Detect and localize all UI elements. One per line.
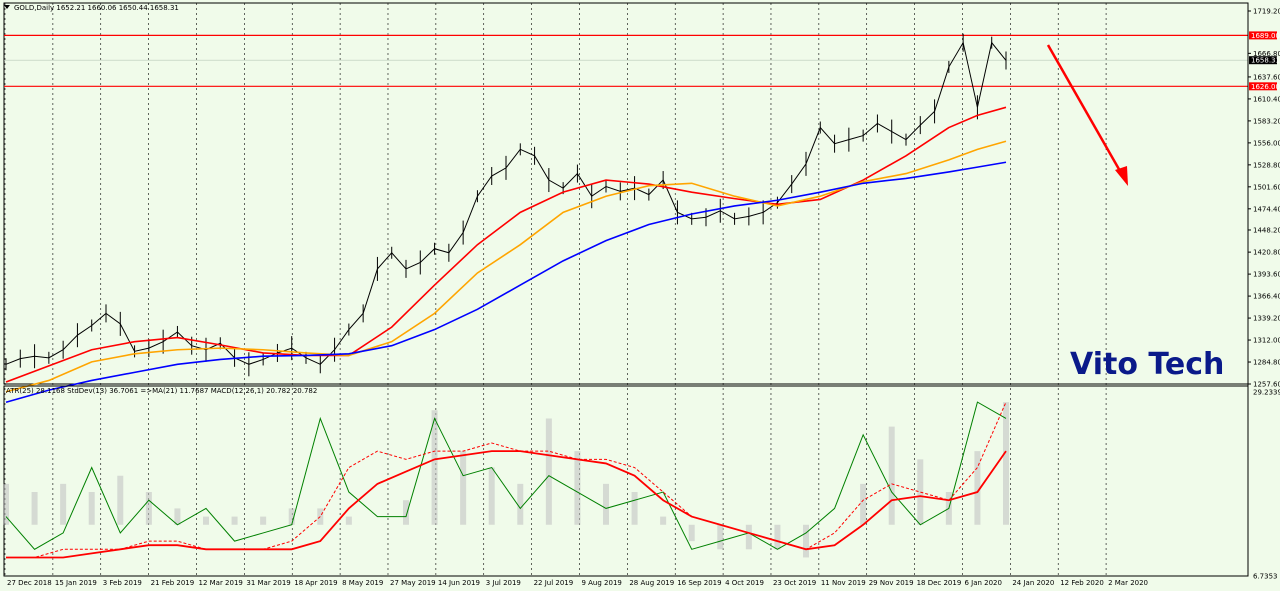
current-price-marker bbox=[1249, 56, 1277, 65]
time-axis-tick-label: 15 Jan 2019 bbox=[55, 579, 97, 587]
time-axis-tick-label: 16 Sep 2019 bbox=[677, 579, 721, 587]
time-axis-tick-label: 18 Dec 2019 bbox=[917, 579, 962, 587]
brand-watermark: Vito Tech bbox=[1070, 347, 1224, 382]
price-axis-tick-label: 1474.40 bbox=[1253, 205, 1280, 213]
time-axis-tick-label: 3 Feb 2019 bbox=[103, 579, 142, 587]
moving-average-line bbox=[5, 106, 1007, 383]
indicator-axis-tick-label: 6.7353 bbox=[1253, 573, 1278, 581]
indicator-line bbox=[6, 401, 1007, 558]
forecast-arrow-shaft bbox=[1046, 44, 1126, 179]
time-axis-tick-label: 4 Oct 2019 bbox=[725, 579, 764, 587]
vertical-gridlines bbox=[4, 3, 1107, 576]
time-axis-tick-label: 27 May 2019 bbox=[390, 579, 436, 587]
price-axis-tick-label: 1420.80 bbox=[1253, 249, 1280, 257]
time-axis-tick-label: 31 Mar 2019 bbox=[246, 579, 290, 587]
price-axis-tick-label: 1583.20 bbox=[1253, 117, 1280, 125]
time-axis-tick-label: 14 Jun 2019 bbox=[438, 579, 480, 587]
forecast-arrow-head bbox=[1115, 166, 1128, 186]
price-axis-tick-label: 1448.20 bbox=[1253, 226, 1280, 234]
time-axis-tick-label: 12 Feb 2020 bbox=[1060, 579, 1104, 587]
price-axis-tick-label: 1339.20 bbox=[1253, 315, 1280, 323]
time-axis-tick-label: 21 Feb 2019 bbox=[151, 579, 195, 587]
time-axis-tick-label: 6 Jan 2020 bbox=[964, 579, 1002, 587]
indicator-title: ATR(25) 28.1168 StdDev(13) 36.7061 =>MA(… bbox=[6, 387, 317, 395]
price-axis-tick-label: 1637.60 bbox=[1253, 73, 1280, 81]
time-axis-tick-label: 22 Jul 2019 bbox=[534, 579, 574, 587]
current-price-label: 1658.31 bbox=[1251, 57, 1280, 65]
indicator-line bbox=[5, 401, 1007, 550]
price-axis-tick-label: 1393.60 bbox=[1253, 271, 1280, 279]
time-axis-tick-label: 2 Mar 2020 bbox=[1108, 579, 1148, 587]
price-level-label: 1689.00 bbox=[1251, 32, 1280, 40]
moving-average-line bbox=[5, 161, 1007, 404]
price-line bbox=[5, 41, 1007, 365]
price-axis-tick-label: 1719.20 bbox=[1253, 8, 1280, 16]
price-axis-tick-label: 1666.80 bbox=[1253, 50, 1280, 58]
indicator-axis-tick-label: 29.2339 bbox=[1253, 389, 1280, 397]
indicator-line bbox=[6, 450, 1007, 559]
time-axis-tick-label: 18 Apr 2019 bbox=[294, 579, 337, 587]
price-axis-tick-label: 1556.00 bbox=[1253, 139, 1280, 147]
indicator-panel bbox=[3, 385, 1249, 577]
time-axis-tick-label: 3 Jul 2019 bbox=[486, 579, 521, 587]
time-axis-tick-label: 23 Oct 2019 bbox=[773, 579, 816, 587]
moving-average-line bbox=[5, 140, 1007, 393]
price-axis-tick-label: 1528.80 bbox=[1253, 161, 1280, 169]
price-level-marker bbox=[1249, 31, 1277, 40]
price-level-label: 1626.00 bbox=[1251, 83, 1280, 91]
price-axis-tick-label: 1312.00 bbox=[1253, 337, 1280, 345]
time-axis: 27 Dec 2018 15 Jan 2019 3 Feb 2019 21 Feb 2… bbox=[7, 579, 1148, 587]
price-axis-tick-label: 1501.60 bbox=[1253, 183, 1280, 191]
time-axis-tick-label: 28 Aug 2019 bbox=[629, 579, 674, 587]
main-chart-title: GOLD,Daily 1652.21 1660.06 1650.44 1658.… bbox=[14, 4, 179, 12]
time-axis-tick-label: 12 Mar 2019 bbox=[198, 579, 242, 587]
time-axis-tick-label: 8 May 2019 bbox=[342, 579, 383, 587]
forecast-arrow bbox=[1046, 44, 1128, 186]
time-axis-tick-label: 29 Nov 2019 bbox=[869, 579, 914, 587]
price-axis-tick-label: 1257.60 bbox=[1253, 381, 1280, 389]
price-axis-tick-label: 1366.40 bbox=[1253, 293, 1280, 301]
chart-menu-icon[interactable] bbox=[4, 5, 10, 9]
time-axis-tick-label: 11 Nov 2019 bbox=[821, 579, 866, 587]
time-axis-tick-label: 9 Aug 2019 bbox=[581, 579, 621, 587]
price-level-marker bbox=[1249, 82, 1277, 91]
time-axis-tick-label: 27 Dec 2018 bbox=[7, 579, 52, 587]
time-axis-tick-label: 24 Jan 2020 bbox=[1012, 579, 1054, 587]
price-axis: 1719.20 1666.80 1637.60 1610.40 1583.20 1556.… bbox=[1247, 3, 1280, 581]
price-axis-tick-label: 1610.40 bbox=[1253, 95, 1280, 103]
price-axis-tick-label: 1284.80 bbox=[1253, 359, 1280, 367]
